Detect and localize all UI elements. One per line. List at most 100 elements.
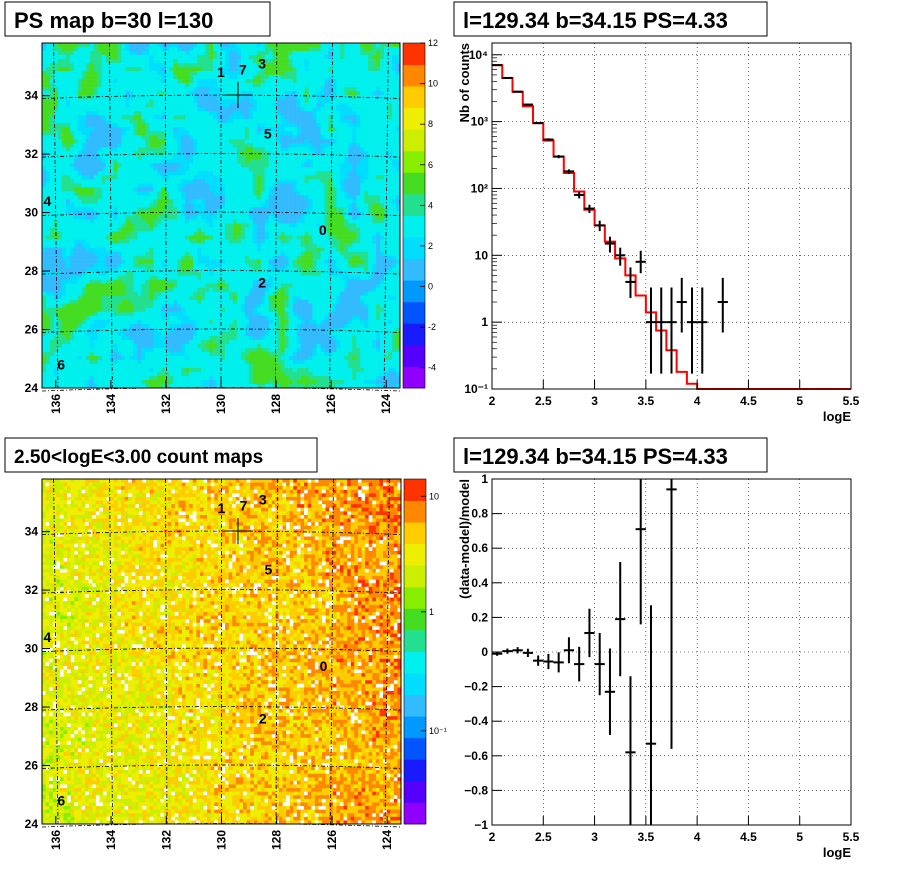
y-tick-label: −1 (474, 818, 488, 832)
y-tick-label: −0.8 (464, 783, 488, 797)
y-tick-label: 28 (25, 264, 39, 278)
y-tick-label: 10³ (471, 115, 488, 129)
y-tick-label: 28 (25, 700, 39, 714)
x-tick-label: 4.5 (740, 830, 757, 844)
spectrum-panel: l=129.34 b=34.15 PS=4.33 2 2.5 3 3.5 4 4.5 5 5.… (454, 2, 860, 424)
x-tick-label: 2 (489, 830, 496, 844)
residual-point (666, 479, 676, 749)
source-label-7: 7 (240, 497, 248, 513)
data-point (636, 251, 646, 273)
data-point (697, 287, 707, 373)
y-tick-label: 0.6 (471, 541, 488, 555)
x-tick-label: 5 (796, 394, 803, 408)
residual-x-ticks: 2 2.5 3 3.5 4 4.5 5 5.5 (489, 816, 860, 844)
x-tick-label: 136 (49, 830, 63, 850)
x-tick-label: 128 (269, 394, 283, 414)
source-label-2: 2 (258, 275, 266, 291)
x-tick-label: 124 (379, 394, 393, 414)
x-tick-label: 5.5 (843, 394, 860, 408)
x-tick-label: 126 (325, 830, 339, 850)
spectrum-title: l=129.34 b=34.15 PS=4.33 (463, 8, 728, 33)
source-label-1: 1 (218, 500, 226, 516)
z-tick-label: 2 (428, 241, 433, 251)
residual-point (533, 655, 543, 665)
residual-point (646, 605, 656, 825)
source-label-7: 7 (239, 61, 247, 77)
data-point (513, 91, 523, 92)
z-tick-label: -4 (428, 363, 436, 373)
x-tick-label: 126 (324, 394, 338, 414)
x-tick-label: 2 (489, 394, 496, 408)
data-point (523, 104, 533, 105)
x-tick-label: 2.5 (535, 394, 552, 408)
x-tick-label: 134 (104, 394, 118, 414)
residual-y-label: (data-model)/model (457, 479, 472, 599)
data-point (615, 248, 625, 266)
residual-point (523, 649, 533, 657)
x-tick-label: 4.5 (740, 394, 757, 408)
y-tick-label: 30 (25, 206, 39, 220)
z-tick-label: 10 (428, 79, 438, 89)
data-point (687, 287, 697, 373)
x-tick-label: 4 (694, 830, 701, 844)
y-tick-label: 10⁻¹ (464, 382, 488, 396)
data-point (574, 192, 584, 199)
ps-map-panel: PS map b=30 l=130 136 134 132 130 128 126 124 … (5, 2, 438, 414)
z-tick-label: 10⁻¹ (429, 726, 447, 736)
y-tick-label: 0 (481, 645, 488, 659)
y-tick-label: 30 (25, 642, 39, 656)
source-label-0: 0 (320, 658, 328, 674)
z-tick-label: 4 (428, 200, 433, 210)
x-tick-label: 128 (270, 830, 284, 850)
ps-map-title: PS map b=30 l=130 (14, 8, 213, 33)
y-tick-label: 32 (25, 147, 39, 161)
residual-point (625, 676, 635, 825)
residual-point (543, 654, 553, 669)
data-point (584, 205, 594, 213)
data-point (605, 237, 615, 253)
data-point (554, 155, 564, 158)
y-tick-label: −0.2 (464, 680, 488, 694)
x-tick-label: 130 (215, 830, 229, 850)
x-tick-label: 132 (159, 394, 173, 414)
residual-point (584, 609, 594, 657)
residual-point (595, 633, 605, 695)
data-point (646, 287, 656, 373)
residual-point (502, 649, 512, 654)
source-label-6: 6 (57, 357, 65, 373)
y-tick-label: 26 (25, 759, 39, 773)
source-label-5: 5 (264, 562, 272, 578)
x-tick-label: 134 (104, 830, 118, 850)
x-tick-label: 3.5 (638, 394, 655, 408)
y-tick-label: 24 (25, 817, 39, 831)
ps-map-color-scale (403, 43, 425, 388)
x-tick-label: 3 (591, 830, 598, 844)
data-point (595, 221, 605, 231)
y-tick-label: 10 (475, 248, 489, 262)
source-label-4: 4 (44, 629, 52, 645)
y-tick-label: 32 (25, 583, 39, 597)
y-tick-label: 1 (481, 472, 488, 486)
data-point (718, 278, 728, 333)
count-map-title: 2.50<logE<3.00 count maps (14, 447, 263, 468)
data-point (666, 287, 676, 373)
z-tick-label: 10 (429, 491, 439, 501)
x-tick-label: 2.5 (535, 830, 552, 844)
spectrum-data-points (492, 65, 728, 374)
x-tick-label: 132 (159, 830, 173, 850)
z-tick-label: 8 (428, 119, 433, 129)
residual-point (636, 479, 646, 624)
y-tick-label: 26 (25, 323, 39, 337)
residual-point (574, 647, 584, 682)
source-label-3: 3 (258, 55, 266, 71)
residual-panel: l=129.34 b=34.15 PS=4.33 2 2.5 3 3.5 4 4.5 5 5.… (454, 438, 860, 860)
y-tick-label: −0.4 (464, 714, 488, 728)
residual-point (554, 652, 564, 672)
source-label-1: 1 (217, 64, 225, 80)
y-tick-label: 34 (25, 525, 39, 539)
data-point (677, 278, 687, 333)
source-label-5: 5 (264, 126, 272, 142)
x-tick-label: 3 (591, 394, 598, 408)
z-tick-label: 0 (428, 282, 433, 292)
x-tick-label: 130 (214, 394, 228, 414)
